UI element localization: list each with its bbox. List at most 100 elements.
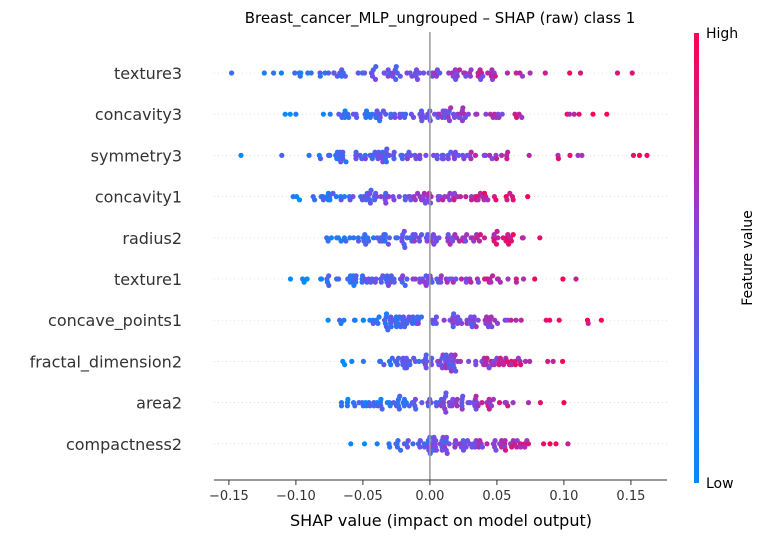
shap-point: [296, 197, 303, 203]
shap-point: [468, 197, 475, 203]
shap-point: [414, 76, 421, 82]
shap-point: [518, 317, 524, 323]
shap-point: [400, 314, 406, 320]
shap-point: [566, 111, 573, 117]
shap-point: [509, 362, 515, 368]
shap-point: [341, 194, 348, 200]
shap-point: [485, 197, 491, 203]
shap-point: [340, 149, 346, 155]
x-axis: −0.15 −0.10 −0.05 0.00 0.05 0.10 0.15: [209, 479, 667, 504]
shap-point: [404, 365, 410, 371]
shap-point: [292, 70, 298, 76]
shap-point: [473, 393, 479, 399]
shap-point: [336, 276, 342, 282]
shap-point: [398, 447, 404, 453]
shap-point: [434, 156, 440, 162]
shap-point: [579, 152, 585, 158]
shap-point: [629, 70, 635, 76]
shap-point: [508, 238, 514, 244]
shap-point: [450, 324, 456, 330]
shap-point: [387, 403, 393, 409]
shap-point: [400, 273, 406, 279]
shap-point: [457, 194, 464, 200]
shap-point: [325, 70, 332, 76]
shap-point: [333, 194, 339, 200]
shap-point: [304, 276, 310, 282]
shap-point: [479, 400, 485, 406]
shap-point: [340, 156, 346, 162]
shap-point: [475, 403, 481, 409]
shap-point: [510, 400, 516, 406]
shap-point: [452, 149, 458, 155]
shap-point: [522, 358, 529, 364]
shap-point: [508, 317, 514, 323]
shap-point: [386, 235, 392, 241]
shap-point: [395, 438, 401, 444]
shap-point: [462, 114, 468, 120]
shap-point: [429, 279, 435, 285]
shap-point: [366, 238, 372, 244]
shap-point: [413, 156, 419, 162]
shap-point: [327, 111, 333, 117]
shap-point: [472, 152, 479, 158]
shap-point: [353, 273, 359, 279]
shap-point: [504, 197, 510, 203]
shap-point: [494, 228, 500, 234]
shap-point: [467, 73, 473, 79]
shap-point: [409, 73, 415, 79]
shap-point: [525, 441, 532, 447]
shap-point: [422, 200, 428, 206]
shap-point: [331, 70, 337, 76]
shap-point: [560, 358, 566, 364]
shap-point: [423, 365, 429, 371]
shap-point: [367, 200, 373, 206]
shap-point: [388, 324, 394, 330]
shap-point: [287, 111, 293, 117]
shap-point: [493, 241, 500, 247]
shap-point: [527, 358, 533, 364]
shap-point: [389, 355, 395, 361]
shap-point: [397, 73, 403, 79]
shap-point: [447, 190, 453, 196]
shap-point: [567, 152, 573, 158]
shap-point: [417, 438, 423, 444]
shap-point: [279, 152, 285, 158]
shap-point: [377, 114, 383, 120]
shap-point: [353, 279, 359, 285]
shap-point: [451, 311, 457, 317]
shap-point: [449, 403, 455, 409]
shap-point: [459, 320, 465, 326]
shap-point: [493, 447, 499, 453]
colorbar-title: Feature value: [740, 210, 756, 306]
shap-point: [416, 358, 422, 364]
shap-point: [421, 444, 428, 450]
shap-point: [386, 152, 392, 158]
shap-points: [229, 64, 650, 456]
shap-point: [512, 362, 519, 368]
shap-point: [376, 314, 382, 320]
shap-point: [446, 118, 453, 124]
shap-point: [468, 156, 474, 162]
shap-point: [293, 111, 299, 117]
shap-point: [320, 111, 326, 117]
shap-point: [492, 438, 498, 444]
shap-point: [408, 197, 414, 203]
shap-point: [438, 279, 444, 285]
shap-point: [352, 403, 358, 409]
shap-point: [341, 317, 347, 323]
colorbar-gradient: [694, 33, 699, 483]
shap-point: [386, 194, 392, 200]
shap-point: [614, 70, 621, 76]
shap-point: [460, 105, 466, 111]
shap-point: [412, 197, 418, 203]
shap-point: [416, 238, 423, 244]
shap-point: [370, 235, 377, 241]
shap-point: [338, 403, 345, 409]
shap-point: [518, 444, 524, 450]
shap-point: [352, 317, 358, 323]
shap-point: [499, 111, 505, 117]
shap-point: [514, 444, 520, 450]
shap-point: [287, 276, 294, 282]
shap-point: [348, 441, 354, 447]
shap-point: [518, 362, 524, 368]
